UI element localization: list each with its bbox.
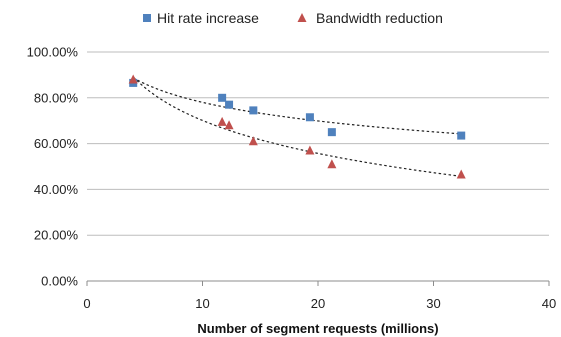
y-tick-label: 40.00% bbox=[34, 182, 79, 197]
legend-marker-hit-rate bbox=[143, 14, 151, 22]
y-tick-label: 100.00% bbox=[27, 45, 79, 60]
x-tick-label: 30 bbox=[426, 296, 440, 311]
point-hit-rate bbox=[225, 100, 234, 109]
y-tick-label: 20.00% bbox=[34, 228, 79, 243]
x-tick-label: 40 bbox=[542, 296, 556, 311]
y-tick-label: 80.00% bbox=[34, 90, 79, 105]
point-bandwidth bbox=[217, 116, 227, 126]
legend-label-bandwidth: Bandwidth reduction bbox=[316, 10, 443, 26]
point-bandwidth bbox=[224, 120, 234, 130]
point-hit-rate bbox=[327, 128, 336, 137]
legend-marker-bandwidth bbox=[297, 13, 307, 22]
x-tick-label: 10 bbox=[195, 296, 209, 311]
y-axis-ticks: 0.00% 20.00% 40.00% 60.00% 80.00% 100.00% bbox=[27, 45, 79, 289]
y-tick-label: 60.00% bbox=[34, 136, 79, 151]
legend: Hit rate increase Bandwidth reduction bbox=[143, 10, 443, 26]
x-tick-label: 0 bbox=[83, 296, 90, 311]
y-tick-label: 0.00% bbox=[41, 274, 78, 289]
legend-label-hit-rate: Hit rate increase bbox=[157, 10, 259, 26]
gridlines bbox=[87, 51, 549, 282]
trendline-series-0 bbox=[132, 77, 462, 135]
point-bandwidth bbox=[456, 169, 466, 179]
point-bandwidth bbox=[305, 145, 315, 155]
point-bandwidth bbox=[128, 74, 138, 84]
point-bandwidth bbox=[327, 159, 337, 169]
trendlines bbox=[132, 76, 462, 177]
point-hit-rate bbox=[305, 113, 314, 122]
point-hit-rate bbox=[249, 106, 258, 115]
x-axis-ticks: 0 10 20 30 40 bbox=[83, 281, 556, 311]
x-tick-label: 20 bbox=[311, 296, 325, 311]
point-bandwidth bbox=[248, 136, 258, 146]
point-hit-rate bbox=[457, 131, 466, 140]
x-axis-label: Number of segment requests (millions) bbox=[197, 321, 438, 336]
point-hit-rate bbox=[218, 93, 227, 102]
trendline-series-1 bbox=[132, 76, 462, 177]
data-points bbox=[128, 74, 466, 179]
